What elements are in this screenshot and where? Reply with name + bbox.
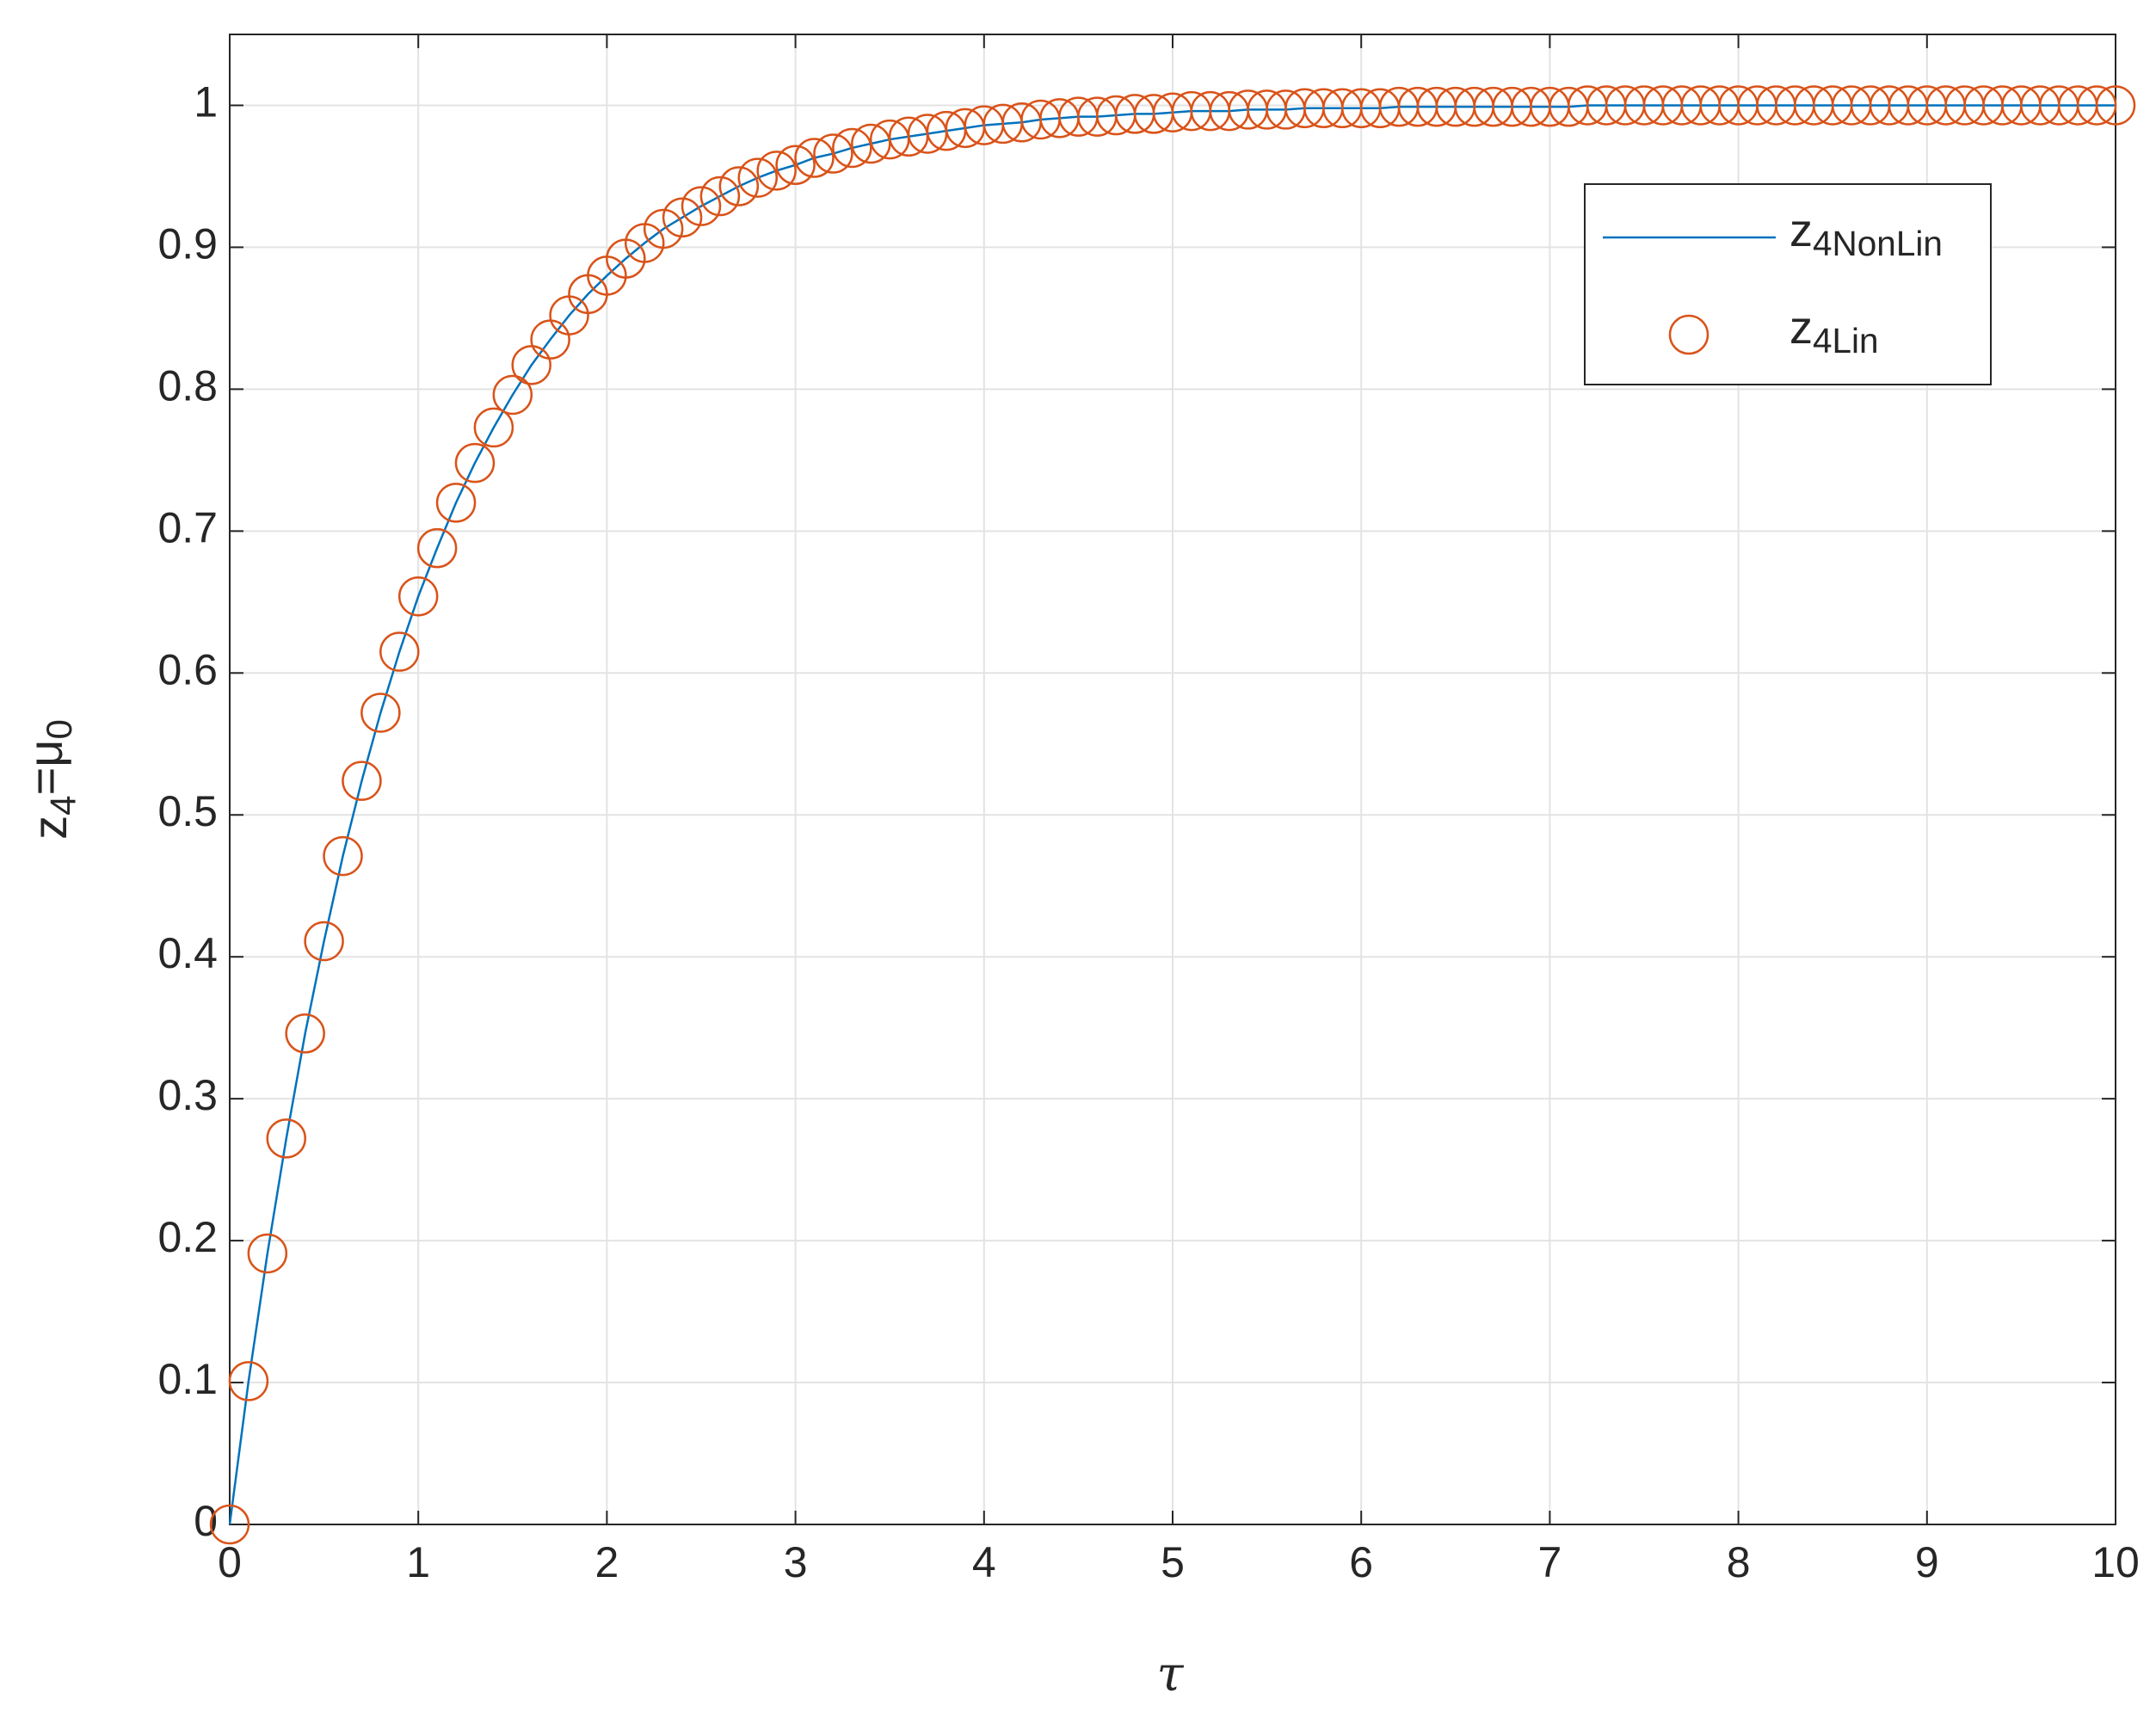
- legend-box: [1584, 183, 1992, 385]
- legend-swatch: [1668, 314, 1709, 355]
- data-marker: [209, 1504, 250, 1545]
- data-marker: [323, 835, 363, 877]
- y-tick-label: 0.7: [157, 504, 218, 552]
- data-marker: [379, 631, 420, 672]
- data-marker: [756, 151, 797, 191]
- data-marker: [643, 208, 684, 249]
- data-marker: [737, 157, 779, 198]
- data-marker: [266, 1118, 307, 1159]
- x-tick-label: 3: [784, 1538, 808, 1586]
- data-marker: [473, 407, 514, 448]
- legend-label: z4NonLin​: [1789, 205, 1943, 263]
- data-marker: [699, 176, 741, 217]
- data-marker: [397, 576, 439, 617]
- data-marker: [794, 138, 835, 178]
- y-tick-label: 0: [194, 1497, 218, 1545]
- data-marker: [718, 166, 760, 206]
- x-tick-label: 6: [1349, 1538, 1373, 1586]
- y-tick-label: 0.9: [157, 220, 218, 268]
- x-tick-label: 1: [406, 1538, 430, 1586]
- x-tick-label: 4: [972, 1538, 996, 1586]
- data-marker: [285, 1013, 325, 1054]
- data-marker: [662, 197, 703, 238]
- y-tick-label: 0.1: [157, 1355, 218, 1403]
- data-marker: [435, 483, 477, 523]
- data-marker: [228, 1361, 269, 1401]
- y-tick-label: 0.6: [157, 645, 218, 693]
- y-tick-label: 0.5: [157, 787, 218, 835]
- x-tick-label: 0: [218, 1538, 242, 1586]
- x-tick-label: 10: [2091, 1538, 2140, 1586]
- y-axis-label: z4​=μ0​: [18, 719, 83, 840]
- data-marker: [813, 133, 853, 174]
- data-marker: [454, 442, 496, 483]
- data-marker: [681, 186, 722, 226]
- y-tick-label: 0.2: [157, 1213, 218, 1261]
- x-tick-label: 7: [1537, 1538, 1562, 1586]
- x-tick-label: 2: [594, 1538, 619, 1586]
- data-marker: [360, 693, 401, 733]
- y-tick-label: 0.3: [157, 1071, 218, 1119]
- y-tick-label: 0.8: [157, 362, 218, 410]
- x-tick-label: 5: [1161, 1538, 1185, 1586]
- legend-label: z4Lin​: [1789, 302, 1879, 360]
- data-marker: [342, 761, 382, 801]
- data-marker: [851, 123, 891, 164]
- axes-box: [229, 34, 2116, 1525]
- x-tick-label: 9: [1915, 1538, 1939, 1586]
- data-marker: [2076, 85, 2117, 126]
- data-marker: [247, 1233, 288, 1274]
- data-marker: [416, 527, 458, 569]
- data-marker: [775, 145, 816, 186]
- x-tick-label: 8: [1727, 1538, 1751, 1586]
- data-marker: [832, 127, 872, 169]
- data-marker: [304, 921, 344, 962]
- data-marker: [2095, 85, 2136, 126]
- x-axis-label: τ: [1157, 1647, 1185, 1703]
- data-marker: [492, 374, 533, 416]
- y-tick-label: 1: [194, 78, 218, 126]
- y-tick-label: 0.4: [157, 929, 218, 977]
